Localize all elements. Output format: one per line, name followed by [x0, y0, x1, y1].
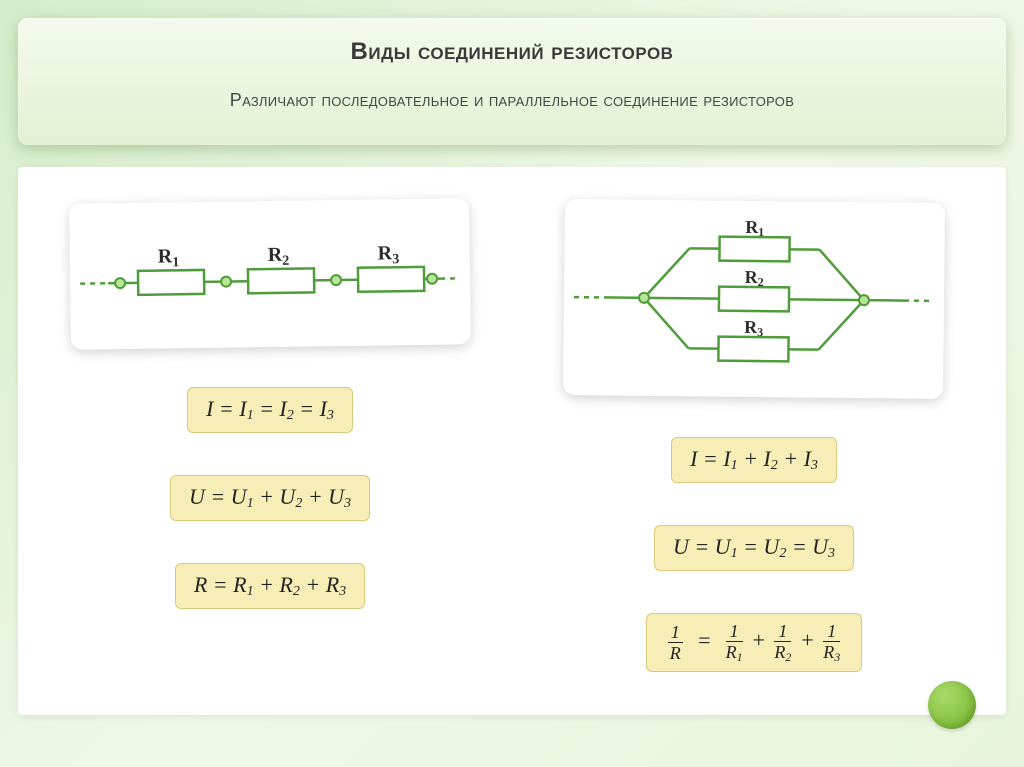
svg-text:R2: R2	[745, 267, 764, 289]
series-current-formula: I = I1 = I2 = I3	[187, 387, 353, 433]
parallel-diagram-card: R1 R2 R3	[563, 199, 945, 399]
parallel-column: R1 R2 R3 I = I1 + I2 + I3 U = U1 = U2 = …	[542, 201, 966, 685]
parallel-resistance-formula: 1R = 1R1 + 1R2 + 1R3	[646, 613, 863, 672]
series-circuit-svg: R1 R2 R3	[79, 216, 460, 331]
svg-text:R1: R1	[745, 217, 764, 239]
svg-text:R3: R3	[744, 317, 763, 339]
series-voltage-formula: U = U1 + U2 + U3	[170, 475, 370, 521]
header-panel: Виды соединений резисторов Различают пос…	[18, 18, 1006, 145]
series-diagram-card: R1 R2 R3	[69, 198, 471, 350]
svg-text:R1: R1	[158, 245, 180, 270]
columns: R1 R2 R3 I = I1 = I2 = I3 U = U1 + U2 + …	[58, 201, 966, 685]
series-column: R1 R2 R3 I = I1 = I2 = I3 U = U1 + U2 + …	[58, 201, 482, 685]
parallel-circuit-svg: R1 R2 R3	[573, 217, 935, 381]
parallel-current-formula: I = I1 + I2 + I3	[671, 437, 837, 483]
parallel-voltage-formula: U = U1 = U2 = U3	[654, 525, 854, 571]
series-resistance-formula: R = R1 + R2 + R3	[175, 563, 365, 609]
page-subtitle: Различают последовательное и параллельно…	[48, 90, 976, 111]
page-title: Виды соединений резисторов	[48, 38, 976, 66]
svg-text:R3: R3	[378, 242, 400, 267]
accent-circle-icon	[928, 681, 976, 729]
content-panel: R1 R2 R3 I = I1 = I2 = I3 U = U1 + U2 + …	[18, 167, 1006, 715]
svg-text:R2: R2	[268, 244, 290, 269]
